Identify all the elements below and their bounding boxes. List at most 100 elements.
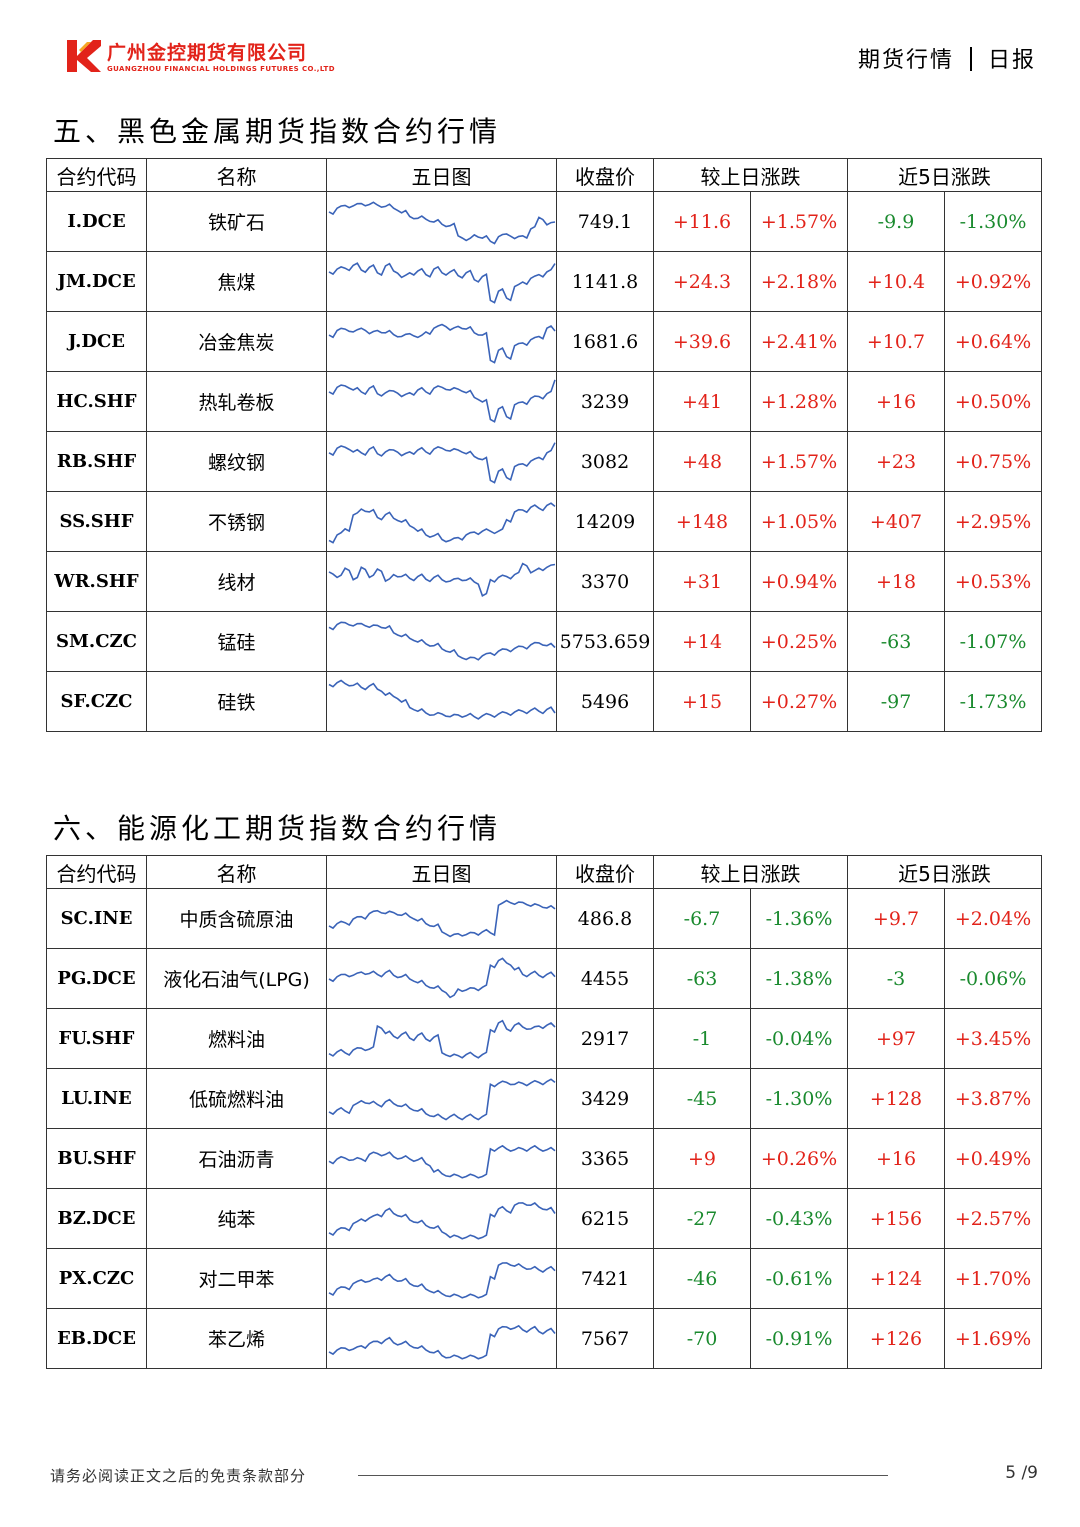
footer-divider	[358, 1475, 888, 1476]
daily-change-pct: -1.36%	[750, 888, 848, 949]
five-day-sparkline	[326, 431, 557, 492]
sparkline-path	[328, 441, 556, 484]
table-row: SM.CZC 锰硅 5753.659 +14 +0.25% -63 -1.07%	[46, 611, 1043, 672]
five-day-sparkline	[326, 1248, 557, 1309]
sparkline-path	[328, 899, 556, 937]
daily-change: +14	[653, 611, 751, 672]
contract-code: BU.SHF	[46, 1128, 147, 1189]
contract-name: 燃料油	[146, 1008, 327, 1069]
five-day-change-pct: +1.70%	[943, 1248, 1043, 1309]
close-price: 4455	[556, 948, 654, 1009]
close-price: 749.1	[556, 191, 654, 252]
sparkline-chart	[328, 1261, 556, 1299]
daily-change-pct: +0.25%	[750, 611, 848, 672]
five-day-change: -9.9	[847, 191, 945, 252]
daily-change: +148	[653, 491, 751, 552]
daily-change: -70	[653, 1308, 751, 1369]
contract-code: HC.SHF	[46, 371, 147, 432]
col-header-five-day: 近5日涨跌	[846, 158, 1043, 192]
five-day-sparkline	[326, 311, 557, 372]
five-day-change: +23	[847, 431, 945, 492]
close-price: 7421	[556, 1248, 654, 1309]
col-header-chart: 五日图	[326, 158, 557, 192]
five-day-change-pct: +0.50%	[943, 371, 1043, 432]
close-price: 5753.659	[556, 611, 654, 672]
contract-code: PG.DCE	[46, 948, 147, 1009]
contract-name: 焦煤	[146, 251, 327, 312]
contract-code: FU.SHF	[46, 1008, 147, 1069]
close-price: 5496	[556, 671, 654, 732]
five-day-change-pct: +1.69%	[943, 1308, 1043, 1369]
contract-name: 纯苯	[146, 1188, 327, 1249]
sparkline-chart	[328, 379, 556, 423]
daily-change: -63	[653, 948, 751, 1009]
col-header-daily: 较上日涨跌	[653, 158, 848, 192]
five-day-change-pct: +3.45%	[943, 1008, 1043, 1069]
contract-name: 不锈钢	[146, 491, 327, 552]
contract-code: SC.INE	[46, 888, 147, 949]
sparkline-path	[328, 956, 556, 998]
five-day-change-pct: +0.75%	[943, 431, 1043, 492]
sparkline-chart	[328, 561, 556, 597]
doc-period: 日报	[987, 48, 1036, 73]
table-row: SS.SHF 不锈钢 14209 +148 +1.05% +407 +2.95%	[46, 491, 1043, 552]
five-day-change-pct: +2.95%	[943, 491, 1043, 552]
sparkline-path	[328, 1324, 556, 1360]
daily-change-pct: +0.27%	[750, 671, 848, 732]
company-name-en: GUANGZHOU FINANCIAL HOLDINGS FUTURES CO.…	[107, 65, 335, 73]
five-day-change-pct: -1.07%	[943, 611, 1043, 672]
sparkline-chart	[328, 1201, 556, 1240]
header-doc-info: 期货行情 日报	[858, 42, 1036, 74]
sparkline-chart	[328, 441, 556, 484]
close-price: 3370	[556, 551, 654, 612]
daily-change-pct: -1.30%	[750, 1068, 848, 1129]
col-header-name: 名称	[146, 855, 327, 889]
logo-k-icon	[67, 40, 101, 72]
sparkline-chart	[328, 620, 556, 661]
daily-change: +9	[653, 1128, 751, 1189]
contract-name: 螺纹钢	[146, 431, 327, 492]
daily-change-pct: +2.41%	[750, 311, 848, 372]
five-day-sparkline	[326, 371, 557, 432]
five-day-change: +126	[847, 1308, 945, 1369]
table-row: PG.DCE 液化石油气(LPG) 4455 -63 -1.38% -3 -0.06%	[46, 948, 1043, 1009]
table-row: HC.SHF 热轧卷板 3239 +41 +1.28% +16 +0.50%	[46, 371, 1043, 432]
sparkline-path	[328, 561, 556, 597]
five-day-change: +156	[847, 1188, 945, 1249]
daily-change-pct: +1.28%	[750, 371, 848, 432]
sparkline-path	[328, 323, 556, 364]
sparkline-chart	[328, 956, 556, 998]
daily-change-pct: +0.26%	[750, 1128, 848, 1189]
contract-name: 热轧卷板	[146, 371, 327, 432]
close-price: 3239	[556, 371, 654, 432]
sparkline-path	[328, 1144, 556, 1179]
contract-name: 苯乙烯	[146, 1308, 327, 1369]
sparkline-path	[328, 1077, 556, 1121]
company-logo: 广州金控期货有限公司 GUANGZHOU FINANCIAL HOLDINGS …	[65, 38, 365, 78]
daily-change-pct: -0.43%	[750, 1188, 848, 1249]
five-day-change-pct: +0.92%	[943, 251, 1043, 312]
sparkline-path	[328, 379, 556, 423]
col-header-close: 收盘价	[556, 855, 654, 889]
table-row: FU.SHF 燃料油 2917 -1 -0.04% +97 +3.45%	[46, 1008, 1043, 1069]
sparkline-path	[328, 261, 556, 304]
daily-change: +39.6	[653, 311, 751, 372]
five-day-sparkline	[326, 1008, 557, 1069]
table-row: J.DCE 冶金焦炭 1681.6 +39.6 +2.41% +10.7 +0.64%	[46, 311, 1043, 372]
five-day-change: +407	[847, 491, 945, 552]
table-row: I.DCE 铁矿石 749.1 +11.6 +1.57% -9.9 -1.30%	[46, 191, 1043, 252]
sparkline-chart	[328, 1144, 556, 1179]
sparkline-path	[328, 200, 556, 245]
daily-change: -45	[653, 1068, 751, 1129]
col-header-code: 合约代码	[46, 855, 147, 889]
five-day-sparkline	[326, 888, 557, 949]
daily-change: +48	[653, 431, 751, 492]
contract-code: SF.CZC	[46, 671, 147, 732]
five-day-change-pct: -1.73%	[943, 671, 1043, 732]
contract-name: 线材	[146, 551, 327, 612]
five-day-change: +16	[847, 1128, 945, 1189]
close-price: 14209	[556, 491, 654, 552]
company-name-cn: 广州金控期货有限公司	[107, 42, 308, 64]
contract-code: SS.SHF	[46, 491, 147, 552]
five-day-change-pct: -1.30%	[943, 191, 1043, 252]
